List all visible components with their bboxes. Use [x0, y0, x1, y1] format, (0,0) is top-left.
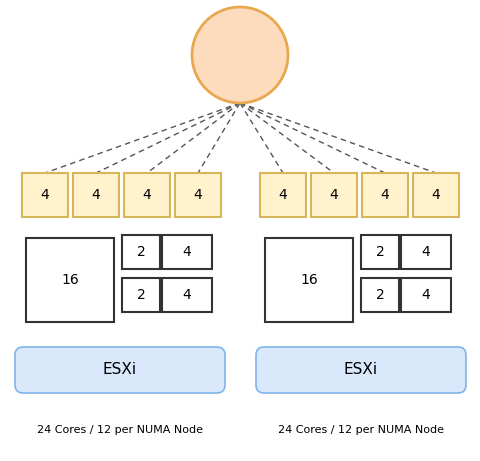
FancyBboxPatch shape [124, 173, 169, 217]
FancyBboxPatch shape [22, 173, 68, 217]
Text: 4: 4 [380, 188, 389, 202]
Text: 4: 4 [143, 188, 151, 202]
FancyBboxPatch shape [311, 173, 356, 217]
Text: 24 Cores / 12 per NUMA Node: 24 Cores / 12 per NUMA Node [277, 425, 443, 435]
FancyBboxPatch shape [122, 278, 160, 312]
FancyBboxPatch shape [400, 235, 450, 269]
Text: 2: 2 [375, 245, 384, 259]
FancyBboxPatch shape [162, 278, 212, 312]
Text: ESXi: ESXi [103, 362, 137, 378]
FancyBboxPatch shape [122, 235, 160, 269]
Circle shape [192, 7, 288, 103]
Text: 4: 4 [329, 188, 337, 202]
Text: 4: 4 [193, 188, 202, 202]
Text: 16: 16 [61, 273, 79, 287]
Text: 4: 4 [182, 245, 191, 259]
Text: 4: 4 [421, 288, 430, 302]
FancyBboxPatch shape [162, 235, 212, 269]
Text: 24 Cores / 12 per NUMA Node: 24 Cores / 12 per NUMA Node [37, 425, 203, 435]
Text: 4: 4 [421, 245, 430, 259]
Text: App: App [226, 48, 253, 62]
FancyBboxPatch shape [26, 238, 114, 322]
Text: 2: 2 [136, 245, 145, 259]
FancyBboxPatch shape [360, 278, 398, 312]
Text: 4: 4 [40, 188, 49, 202]
FancyBboxPatch shape [360, 235, 398, 269]
FancyBboxPatch shape [15, 347, 225, 393]
Text: 4: 4 [182, 288, 191, 302]
FancyBboxPatch shape [412, 173, 458, 217]
Text: 2: 2 [375, 288, 384, 302]
FancyBboxPatch shape [73, 173, 119, 217]
Text: 4: 4 [91, 188, 100, 202]
FancyBboxPatch shape [361, 173, 407, 217]
FancyBboxPatch shape [264, 238, 352, 322]
FancyBboxPatch shape [175, 173, 220, 217]
Text: 2: 2 [136, 288, 145, 302]
Text: ESXi: ESXi [343, 362, 377, 378]
FancyBboxPatch shape [255, 347, 465, 393]
FancyBboxPatch shape [260, 173, 305, 217]
Text: 16: 16 [300, 273, 317, 287]
Text: 4: 4 [431, 188, 440, 202]
Text: 4: 4 [278, 188, 287, 202]
FancyBboxPatch shape [400, 278, 450, 312]
